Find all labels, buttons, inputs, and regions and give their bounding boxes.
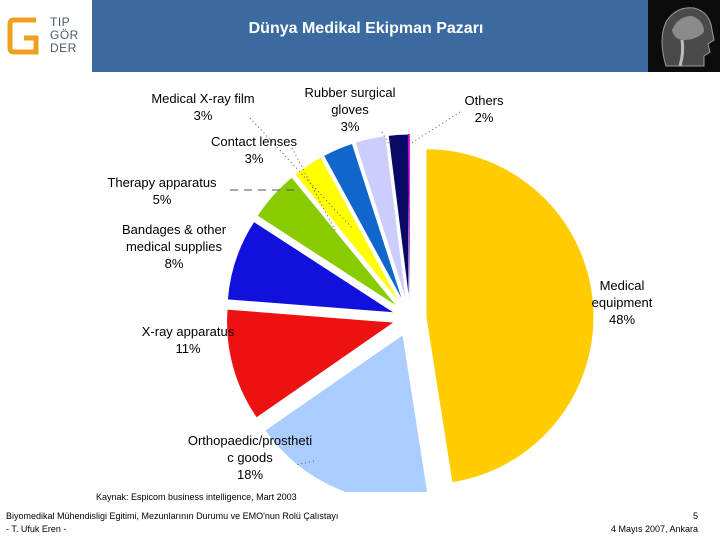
logo-text-line: DER: [50, 41, 77, 55]
slice-value-label: 18%: [237, 467, 263, 482]
slice-value-label: 11%: [175, 341, 200, 356]
slice-category-label: equipment: [592, 295, 653, 310]
slice-category-label: X-ray apparatus: [142, 324, 235, 339]
source-note: Kaynak: Espicom business intelligence, M…: [96, 492, 297, 502]
mri-image: [648, 0, 720, 72]
page-title: Dünya Medikal Ekipman Pazarı: [248, 20, 484, 37]
pie-slice: [226, 220, 396, 314]
footer-right: 5 4 Mayıs 2007, Ankara: [611, 510, 698, 536]
pie-slice: [322, 142, 405, 304]
slice-category-label: Others: [464, 93, 504, 108]
pie-slice: [264, 333, 429, 492]
slice-category-label: c goods: [227, 450, 273, 465]
slice-value-label: 2%: [475, 110, 494, 125]
header-bar: TIP GÖR DER Dünya Medikal Ekipman Pazarı: [0, 0, 720, 72]
slice-category-label: Therapy apparatus: [107, 175, 217, 190]
pie-slice: [354, 135, 408, 303]
footer-date: 4 Mayıs 2007, Ankara: [610, 524, 698, 534]
slice-category-label: Medical X-ray film: [151, 91, 254, 106]
slice-category-label: Rubber surgical: [304, 85, 395, 100]
pie-slice-accent: [407, 134, 410, 303]
page-number: 5: [692, 511, 698, 521]
slice-value-label: 3%: [245, 151, 264, 166]
slice-value-label: 8%: [165, 256, 184, 271]
slice-category-label: medical supplies: [126, 239, 223, 254]
logo: TIP GÖR DER: [0, 0, 92, 72]
footer-author: - T. Ufuk Eren -: [6, 524, 67, 534]
logo-text-line: GÖR: [50, 28, 79, 42]
footer-event-text: Biyomedikal Mühendisligi Egitimi, Mezunl…: [6, 511, 339, 521]
pie-slice: [226, 308, 396, 419]
slice-value-label: 5%: [153, 192, 172, 207]
pie-slice: [425, 148, 595, 484]
pie-slice: [256, 176, 399, 308]
slice-category-label: Contact lenses: [211, 134, 297, 149]
slice-value-label: 3%: [341, 119, 360, 134]
slice-category-label: Orthopaedic/prostheti: [188, 433, 312, 448]
leader-line: [409, 111, 461, 145]
slice-category-label: Bandages & other: [122, 222, 227, 237]
head-scan-icon: [661, 7, 715, 67]
footer-left: Biyomedikal Mühendisligi Egitimi, Mezunl…: [6, 510, 338, 536]
slice-value-label: 3%: [194, 108, 213, 123]
pie-slice: [294, 156, 402, 306]
slice-value-label: 48%: [609, 312, 635, 327]
slice-category-label: gloves: [331, 102, 369, 117]
slice-category-label: Medical: [600, 278, 645, 293]
pie-chart: Medical equipment 48% Orthopaedic/prostheti…: [107, 85, 653, 492]
logo-text-line: TIP: [50, 15, 71, 29]
leader-line: [381, 131, 391, 147]
logo-mark-icon: [7, 17, 39, 55]
